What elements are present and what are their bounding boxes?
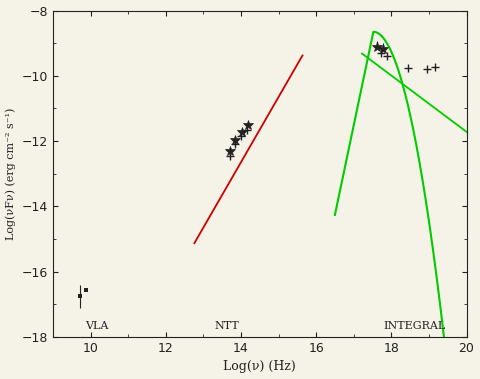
Text: VLA: VLA [85, 321, 108, 331]
X-axis label: Log(ν) (Hz): Log(ν) (Hz) [223, 360, 296, 373]
Text: NTT: NTT [215, 321, 240, 331]
Text: INTEGRAL: INTEGRAL [384, 321, 446, 331]
Y-axis label: Log(νFν) (erg cm⁻² s⁻¹): Log(νFν) (erg cm⁻² s⁻¹) [6, 108, 16, 240]
